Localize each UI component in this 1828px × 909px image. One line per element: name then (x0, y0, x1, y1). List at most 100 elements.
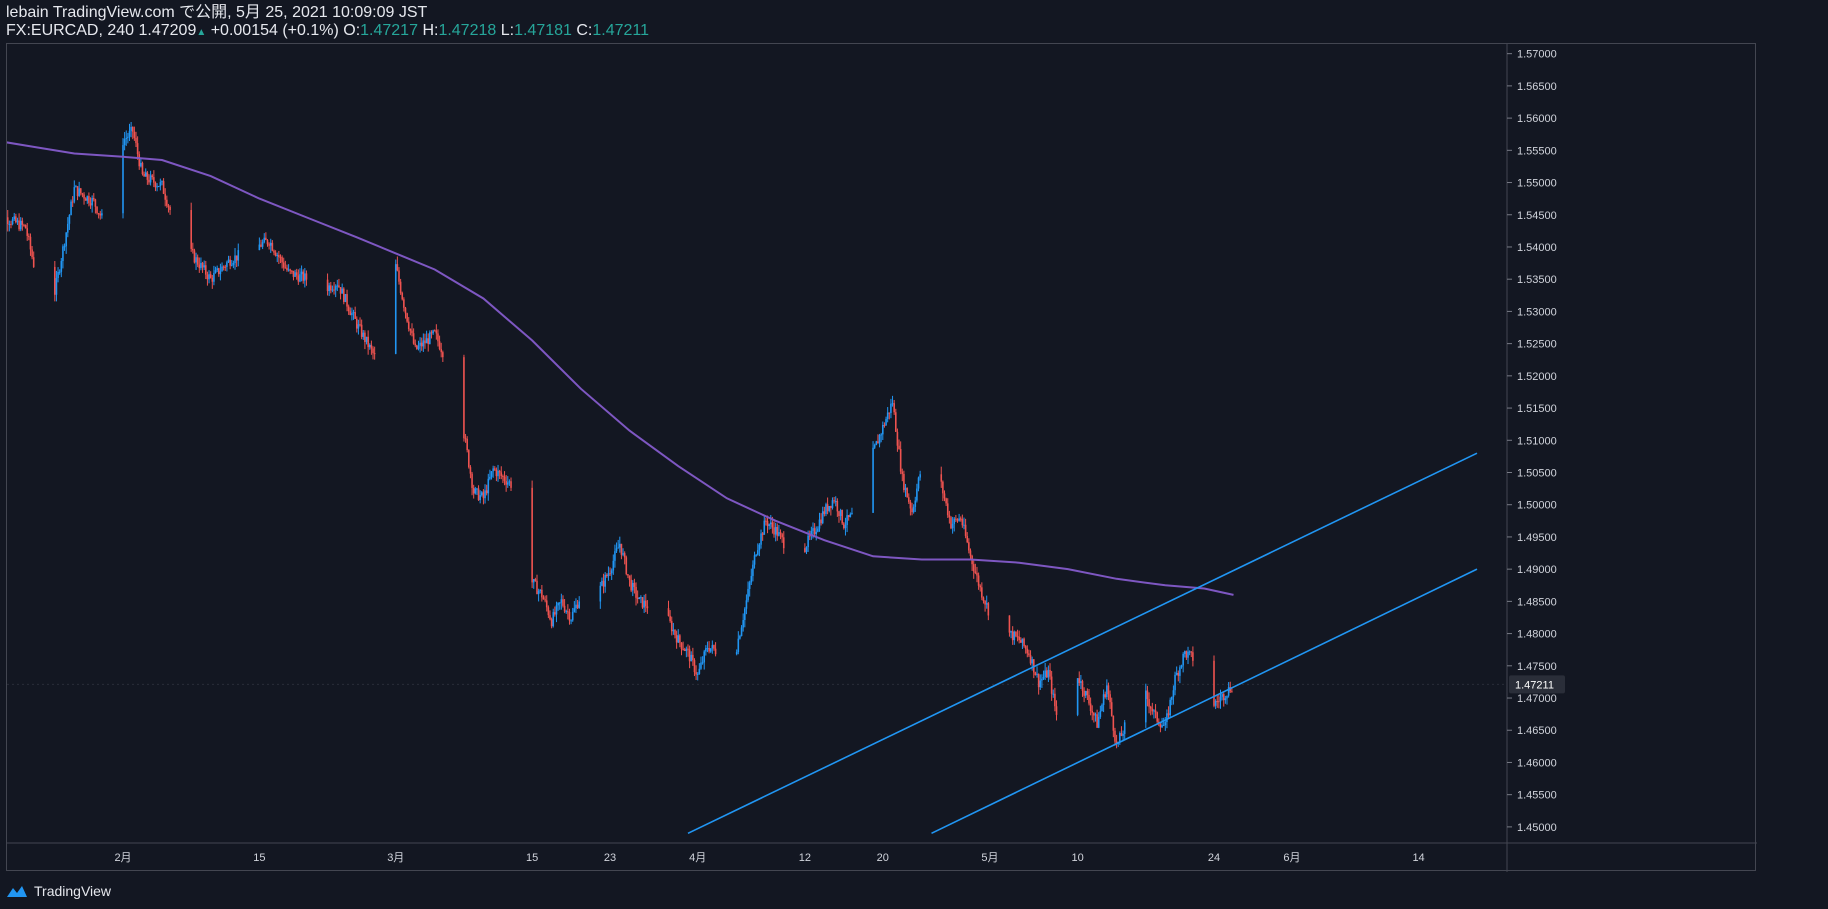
candle-body (18, 220, 20, 230)
candle-body (1013, 631, 1016, 641)
candle-body (742, 620, 744, 628)
candle-body (127, 136, 129, 138)
candle-body (635, 586, 637, 598)
candle-body (162, 181, 165, 194)
candle-body (411, 330, 413, 334)
candle-body (493, 468, 496, 470)
moving-average-line (7, 141, 1234, 596)
candle-body (237, 250, 240, 261)
candle-body (414, 343, 417, 346)
candle-body (469, 467, 472, 474)
candle-body (54, 266, 56, 295)
candle-body (468, 450, 470, 468)
candle-body (263, 237, 266, 243)
candle-body (1123, 722, 1126, 734)
candle-body (872, 447, 874, 513)
candle-body (7, 217, 9, 224)
candle-body (344, 294, 347, 302)
candle-body (825, 504, 827, 514)
candle-body (766, 521, 769, 527)
candle-body (625, 557, 628, 575)
candle-body (839, 510, 842, 516)
candle-body (287, 269, 290, 271)
candle-body (70, 201, 72, 216)
candle-body (295, 272, 298, 276)
candle-body (981, 587, 983, 598)
candle-body (1049, 669, 1051, 677)
time-tick-label: 10 (1072, 852, 1084, 864)
candle-body (232, 263, 235, 265)
candle-body (760, 533, 762, 545)
candle-body (276, 254, 279, 256)
candle-body (224, 266, 227, 268)
candle-body (76, 186, 79, 196)
candle-body (1008, 615, 1011, 633)
candle-body (1183, 651, 1186, 654)
candle-body (125, 137, 128, 140)
candle-body (899, 448, 902, 472)
candle-body (68, 215, 71, 224)
candle-body (545, 600, 548, 608)
candle-body (1031, 659, 1033, 664)
brand-label: TradingView (34, 883, 112, 899)
candle-body (847, 515, 850, 517)
candle-body (365, 336, 368, 342)
candle-body (773, 527, 775, 535)
candle-body (84, 198, 87, 201)
candle-body (744, 608, 746, 621)
candle-body (206, 274, 209, 280)
candle-body (607, 573, 610, 577)
chart-frame[interactable]: 1.57000 1.56500 1.56000 1.55500 1.55000 1.545… (6, 43, 1757, 872)
candle-body (63, 246, 66, 248)
candle-body (1162, 725, 1165, 727)
candle-body (531, 487, 533, 583)
candle-body (916, 488, 918, 501)
candle-body (359, 324, 361, 326)
price-chart[interactable]: 1.57000 1.56500 1.56000 1.55500 1.55000 1.545… (7, 44, 1757, 872)
candle-body (630, 579, 632, 591)
candle-body (149, 175, 152, 183)
candle-body (235, 255, 238, 261)
candle-body (953, 518, 956, 524)
candle-body (891, 403, 894, 405)
candle-body (222, 266, 225, 268)
candle-body (604, 575, 606, 587)
candle-body (29, 236, 32, 250)
candle-body (1216, 701, 1219, 703)
candle-body (756, 550, 759, 555)
time-tick-label: 24 (1208, 852, 1220, 864)
candle-body (1112, 715, 1115, 731)
candle-body (623, 553, 626, 558)
candle-body (419, 342, 421, 346)
candle-body (761, 533, 764, 535)
price-tick-label: 1.53500 (1517, 274, 1557, 286)
candle-body (1102, 694, 1105, 705)
candle-body (1078, 678, 1081, 683)
candle-body (211, 277, 214, 282)
candle-body (771, 522, 774, 528)
candle-body (778, 532, 780, 536)
candle-body (1185, 651, 1188, 658)
candle-body (896, 431, 899, 446)
price-tick-label: 1.46000 (1517, 757, 1557, 769)
price-tick-label: 1.50000 (1517, 500, 1557, 512)
candle-body (886, 412, 889, 419)
candle-body (714, 648, 717, 655)
candle-body (1037, 673, 1040, 688)
candle-body (740, 627, 743, 636)
candle-body (618, 543, 621, 548)
candle-body (820, 519, 822, 524)
candle-body (401, 292, 404, 300)
candle-body (554, 612, 556, 615)
candle-body (1097, 716, 1100, 728)
candle-body (1050, 676, 1053, 694)
candle-body (216, 268, 218, 271)
candle-body (565, 611, 568, 613)
candle-body (1039, 680, 1042, 688)
candle-body (136, 143, 139, 155)
candle-body (497, 470, 499, 477)
candle-body (950, 517, 952, 529)
candle-body (640, 597, 642, 599)
candle-body (341, 288, 343, 294)
price-tick-label: 1.55000 (1517, 178, 1557, 190)
